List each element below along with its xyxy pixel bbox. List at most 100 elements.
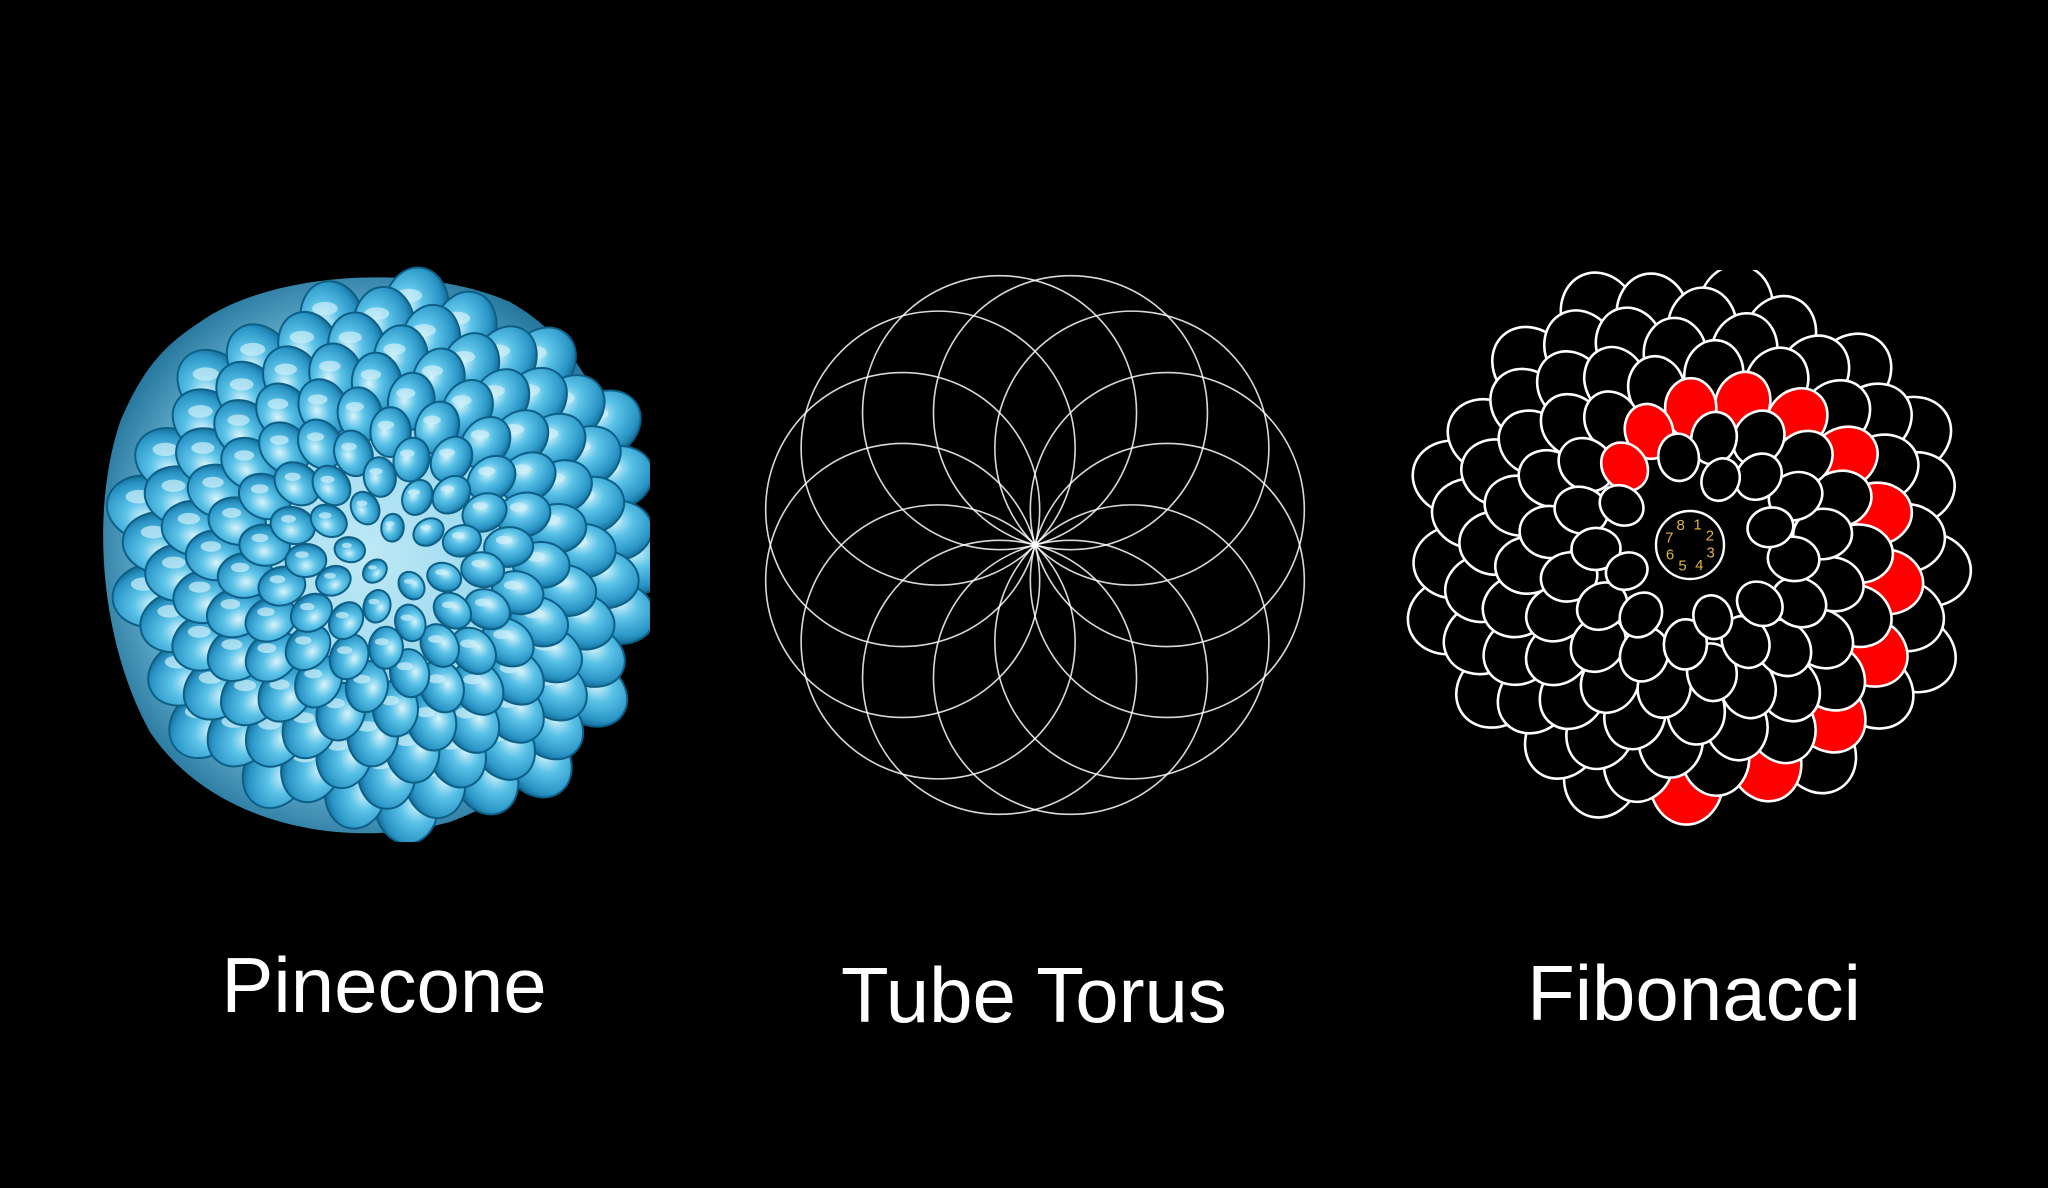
pinecone-scale-highlight <box>281 515 296 523</box>
pinecone-illustration-icon <box>90 262 650 842</box>
pinecone-scale-highlight <box>285 473 301 481</box>
pinecone-scale-highlight <box>230 378 254 390</box>
pinecone-scale-highlight <box>240 343 265 356</box>
pinecone-scale-highlight <box>385 521 394 526</box>
pinecone-scale-highlight <box>307 432 324 441</box>
pinecone-scale-highlight <box>295 551 309 558</box>
pinecone-scale-highlight <box>475 599 491 607</box>
pinecone-scale-highlight <box>342 543 352 548</box>
pinecone-scale-highlight <box>324 573 336 579</box>
fibonacci-center-number: 8 <box>1677 517 1685 534</box>
pinecone-scale-highlight <box>439 449 455 457</box>
pinecone-scale-highlight <box>222 508 241 518</box>
pinecone-scale-highlight <box>473 502 488 510</box>
pinecone-scale-highlight <box>341 443 356 451</box>
pinecone-scale-highlight <box>370 468 383 475</box>
pinecone-scale-highlight <box>396 388 415 398</box>
pinecone-scale-highlight <box>346 402 364 411</box>
pinecone-scale-highlight <box>270 435 289 445</box>
pinecone-scale-highlight <box>422 365 443 376</box>
pinecone-scale-highlight <box>257 607 274 616</box>
pinecone-scale-highlight <box>400 450 415 458</box>
pinecone-scale-highlight <box>452 532 465 539</box>
pinecone-scale-highlight <box>408 489 420 495</box>
pinecone-scale-highlight <box>251 484 269 493</box>
pinecone-scale-highlight <box>268 399 289 410</box>
pinecone-scale-highlight <box>234 450 254 460</box>
torus-circles <box>766 276 1305 815</box>
pinecone-scale-highlight <box>257 643 276 653</box>
pinecone-scale-highlight <box>356 500 367 506</box>
pinecone-scale-highlight <box>428 674 446 683</box>
fibonacci-center-number: 2 <box>1706 528 1714 545</box>
pinecone-scale-highlight <box>510 503 528 512</box>
pinecone-scale-highlight <box>401 614 413 620</box>
pinecone-scale-highlight <box>308 394 328 404</box>
pinecone-scale-highlight <box>221 599 241 609</box>
pinecone-scale-highlight <box>162 557 185 569</box>
pinecone-scale-highlight <box>231 563 249 572</box>
fibonacci-scales <box>1400 270 1974 829</box>
pinecone-scale-highlight <box>336 612 349 619</box>
pinecone-scale-highlight <box>188 626 211 638</box>
fibonacci-center-number: 3 <box>1707 545 1715 562</box>
pinecone-scale-highlight <box>295 636 311 644</box>
pinecone-scale-highlight <box>368 565 377 569</box>
fibonacci-caption: Fibonacci <box>1494 954 1894 1032</box>
pinecone-scale-highlight <box>493 630 511 639</box>
pinecone-scale-highlight <box>252 534 269 543</box>
pinecone-scale-highlight <box>290 331 314 344</box>
pinecone-scale-highlight <box>420 525 431 530</box>
pinecone-scale-highlight <box>319 361 341 372</box>
pinecone-scale-highlight <box>319 512 332 518</box>
pinecone-scale-highlight <box>153 443 179 456</box>
pinecone-scale-highlight <box>463 675 482 685</box>
tube-torus-caption: Tube Torus <box>834 956 1234 1034</box>
pinecone-scale-highlight <box>478 467 495 476</box>
pinecone-scale-highlight <box>423 416 441 425</box>
pinecone-scale-highlight <box>189 582 211 593</box>
fibonacci-center-number: 5 <box>1678 558 1686 575</box>
pinecone-scale-highlight <box>504 581 521 590</box>
pinecone-scale-highlight <box>368 599 379 605</box>
pinecone-scale-highlight <box>375 638 389 645</box>
pinecone-scale-highlight <box>383 344 405 355</box>
pinecone-scale-highlight <box>404 579 414 584</box>
pinecone-scale-highlight <box>228 415 250 426</box>
fibonacci-center-number: 7 <box>1665 530 1673 547</box>
pinecone-scale-highlight <box>312 302 338 315</box>
fibonacci-center-number: 4 <box>1695 557 1703 574</box>
pinecone-scale-highlight <box>191 442 214 454</box>
fibonacci-center-number: 6 <box>1666 546 1674 563</box>
pinecone-scale-highlight <box>337 646 352 654</box>
pinecone-scale-highlight <box>452 395 472 405</box>
pinecone-scale-highlight <box>397 662 413 670</box>
pinecone-scale-highlight <box>471 560 485 567</box>
pinecone-scale-highlight <box>202 477 223 488</box>
pinecone-scale-highlight <box>428 635 443 643</box>
pinecone-caption: Pinecone <box>184 946 584 1024</box>
pinecone-scale-highlight <box>496 536 512 544</box>
pinecone-scale-highlight <box>460 639 477 648</box>
pinecone-scale-highlight <box>300 603 315 610</box>
pinecone-scale-highlight <box>270 575 286 583</box>
pinecone-scale-highlight <box>178 513 200 525</box>
pinecone-scale-highlight <box>378 421 395 430</box>
pinecone-scale-highlight <box>320 476 334 483</box>
pinecone-scale-highlight <box>338 331 361 343</box>
fibonacci-center-number: 1 <box>1693 516 1701 533</box>
pinecone-scale-highlight <box>188 405 213 418</box>
tube-torus-icon <box>750 260 1320 830</box>
pinecone-scale-highlight <box>435 569 447 575</box>
pinecone-scale-highlight <box>442 602 455 609</box>
pinecone-scales <box>101 264 650 842</box>
pinecone-scale-highlight <box>201 541 222 552</box>
pinecone-scale-highlight <box>471 430 490 440</box>
pinecone-scale-highlight <box>221 639 242 650</box>
pinecone-scale-highlight <box>275 364 298 376</box>
pinecone-scale-highlight <box>162 480 186 492</box>
pinecone-scale-highlight <box>193 367 219 380</box>
pinecone-scale-highlight <box>441 485 455 492</box>
pinecone-scale-highlight <box>361 369 381 379</box>
